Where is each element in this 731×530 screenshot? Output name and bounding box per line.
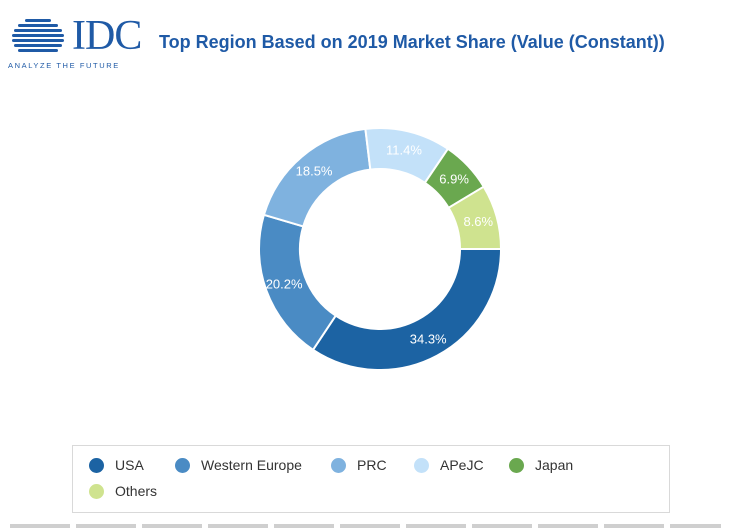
slice-label-usa: 34.3%	[410, 331, 447, 346]
header: IDC ANALYZE THE FUTURE Top Region Based …	[0, 0, 731, 80]
donut-slices	[258, 127, 503, 371]
slice-label-japan: 6.9%	[439, 171, 469, 186]
legend-swatch	[175, 457, 190, 473]
footer-divider	[10, 524, 721, 528]
globe-icon	[12, 19, 64, 52]
legend-label: PRC	[357, 457, 387, 473]
legend-swatch	[89, 483, 104, 499]
slice-label-western-europe: 20.2%	[266, 276, 303, 291]
logo-wordmark: IDC	[72, 13, 142, 59]
donut-slice-labels: 34.3% 20.2% 18.5% 11.4% 6.9% 8.6%	[266, 142, 494, 346]
legend-item-western-europe[interactable]: Western Europe	[175, 454, 302, 476]
legend-item-japan[interactable]: Japan	[509, 454, 573, 476]
legend-label: Japan	[535, 457, 574, 473]
legend-swatch	[331, 457, 346, 473]
chart-title: Top Region Based on 2019 Market Share (V…	[159, 32, 665, 52]
legend-label: Western Europe	[201, 457, 302, 473]
legend-item-apejc[interactable]: APeJC	[414, 454, 484, 476]
legend-label: USA	[115, 457, 144, 473]
logo-tagline: ANALYZE THE FUTURE	[8, 61, 120, 70]
legend-label: APeJC	[440, 457, 484, 473]
slice-label-prc: 18.5%	[296, 164, 333, 179]
legend-swatch	[89, 457, 104, 473]
slice-label-apejc: 11.4%	[386, 142, 422, 157]
donut-chart: 34.3% 20.2% 18.5% 11.4% 6.9% 8.6%	[258, 127, 503, 371]
slice-label-others: 8.6%	[463, 214, 493, 229]
slice-usa[interactable]	[311, 248, 503, 371]
idc-logo: IDC ANALYZE THE FUTURE	[8, 14, 143, 72]
legend-item-usa[interactable]: USA	[89, 454, 144, 476]
legend-swatch	[414, 457, 429, 473]
legend-item-others[interactable]: Others	[89, 480, 157, 502]
legend-label: Others	[115, 483, 158, 499]
chart-legend: USA Western Europe PRC APeJC Japan Others	[72, 445, 670, 513]
slice-others[interactable]	[447, 185, 503, 250]
legend-swatch	[509, 457, 524, 473]
legend-item-prc[interactable]: PRC	[331, 454, 387, 476]
